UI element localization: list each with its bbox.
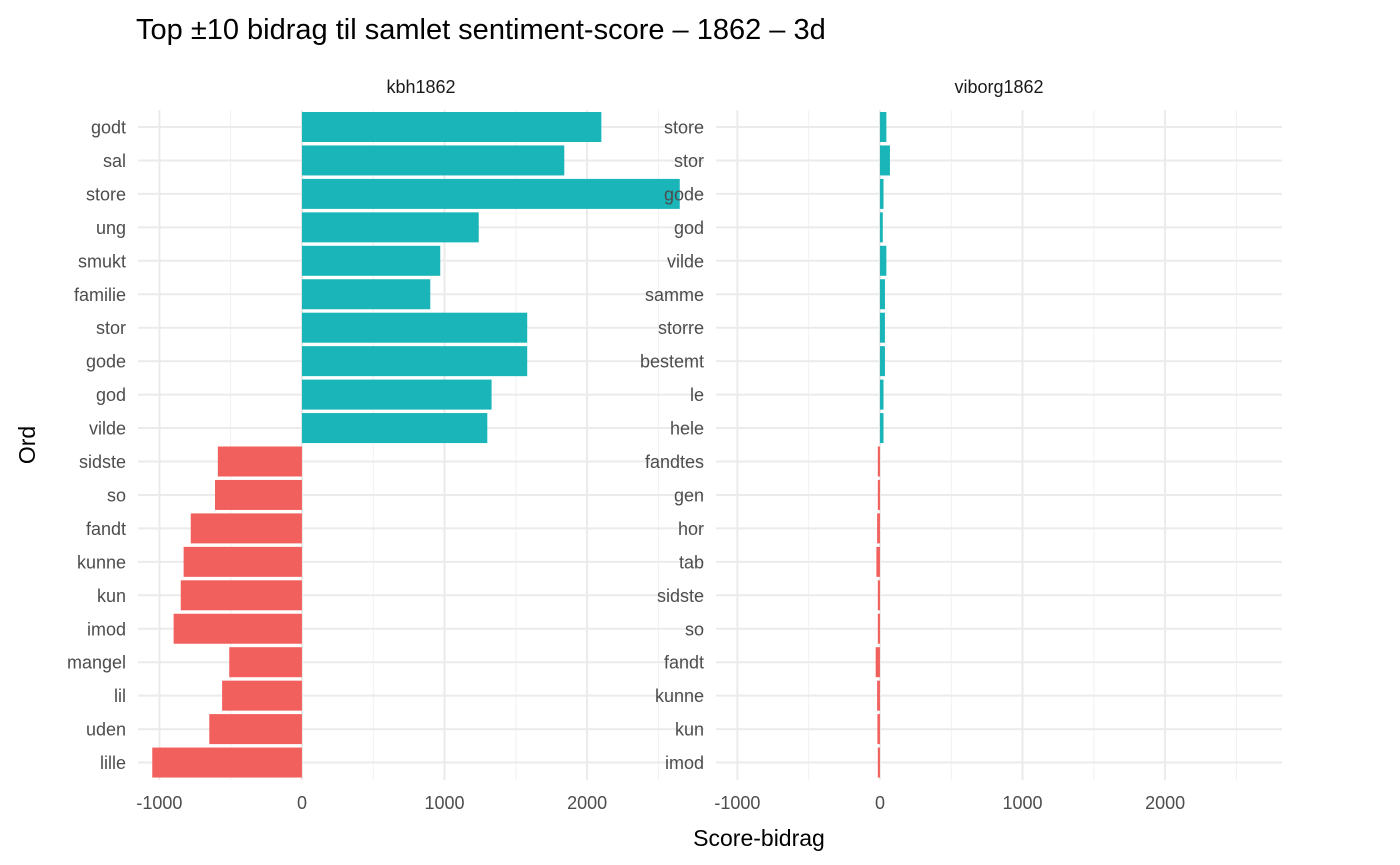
bar bbox=[876, 546, 880, 577]
bar bbox=[877, 479, 880, 510]
bar bbox=[190, 513, 302, 544]
category-label: fandt bbox=[664, 653, 704, 673]
category-label: hele bbox=[670, 419, 704, 439]
bar bbox=[877, 680, 880, 711]
x-axis-title: Score-bidrag bbox=[693, 825, 825, 851]
bar bbox=[173, 613, 302, 644]
y-axis-title: Ord bbox=[14, 426, 40, 464]
bar bbox=[214, 479, 302, 510]
bar bbox=[301, 212, 479, 243]
bar bbox=[879, 312, 885, 343]
category-label: god bbox=[674, 218, 704, 238]
category-label: kunne bbox=[77, 552, 126, 572]
bar bbox=[879, 413, 884, 444]
bar bbox=[877, 747, 880, 778]
category-label: sal bbox=[103, 151, 126, 171]
bar bbox=[879, 112, 887, 142]
category-label: store bbox=[664, 118, 704, 138]
bar bbox=[217, 446, 302, 477]
category-label: gen bbox=[674, 485, 704, 505]
category-label: vilde bbox=[89, 419, 126, 439]
bar bbox=[229, 647, 302, 678]
bar bbox=[183, 546, 302, 577]
category-label: so bbox=[685, 619, 704, 639]
bar bbox=[877, 513, 880, 544]
bar bbox=[877, 613, 880, 644]
x-tick-label: 2000 bbox=[1145, 793, 1185, 813]
category-label: samme bbox=[645, 285, 704, 305]
bar bbox=[875, 647, 880, 678]
panel-kbh1862: kbh1862 godt sal store ung smukt familie stor go… bbox=[67, 77, 704, 813]
bar bbox=[879, 346, 885, 377]
bar bbox=[879, 145, 890, 176]
category-label: sidste bbox=[657, 586, 704, 606]
bar bbox=[301, 312, 528, 343]
bar bbox=[879, 279, 885, 310]
category-label: god bbox=[96, 385, 126, 405]
category-label: store bbox=[86, 184, 126, 204]
category-label: lille bbox=[100, 753, 126, 773]
bar bbox=[879, 178, 884, 209]
category-label: hor bbox=[678, 519, 704, 539]
category-label: sidste bbox=[79, 452, 126, 472]
category-label: godt bbox=[91, 118, 126, 138]
bar bbox=[879, 379, 884, 410]
category-label: kun bbox=[97, 586, 126, 606]
panel-viborg1862: viborg1862 store stor gode god vilde samme stor… bbox=[640, 77, 1282, 813]
category-label: mangel bbox=[67, 653, 126, 673]
bar bbox=[301, 346, 528, 377]
x-tick-label: 1000 bbox=[1003, 793, 1043, 813]
category-label: vilde bbox=[667, 251, 704, 271]
category-label: gode bbox=[664, 184, 704, 204]
bar bbox=[301, 145, 565, 176]
bar bbox=[877, 446, 880, 477]
category-label: fandt bbox=[86, 519, 126, 539]
category-label: kunne bbox=[655, 686, 704, 706]
x-tick-label: 2000 bbox=[567, 793, 607, 813]
x-tick-label: 0 bbox=[297, 793, 307, 813]
category-label: tab bbox=[679, 552, 704, 572]
bar bbox=[301, 279, 431, 310]
bar bbox=[877, 714, 880, 745]
bar bbox=[879, 245, 887, 276]
category-label: bestemt bbox=[640, 352, 704, 372]
panel-label: viborg1862 bbox=[954, 77, 1043, 97]
bar bbox=[222, 680, 302, 711]
bar bbox=[877, 580, 880, 611]
bar bbox=[301, 245, 441, 276]
x-tick-label: 0 bbox=[875, 793, 885, 813]
panel-label: kbh1862 bbox=[386, 77, 455, 97]
chart-title: Top ±10 bidrag til samlet sentiment-scor… bbox=[136, 14, 826, 46]
category-label: uden bbox=[86, 720, 126, 740]
bar bbox=[152, 747, 302, 778]
category-label: so bbox=[107, 485, 126, 505]
category-label: fandtes bbox=[645, 452, 704, 472]
bar bbox=[301, 178, 680, 209]
category-label: gode bbox=[86, 352, 126, 372]
category-label: le bbox=[690, 385, 704, 405]
category-label: stor bbox=[674, 151, 704, 171]
category-label: ung bbox=[96, 218, 126, 238]
bar bbox=[301, 112, 602, 142]
category-label: familie bbox=[74, 285, 126, 305]
category-label: lil bbox=[114, 686, 126, 706]
category-label: smukt bbox=[78, 251, 126, 271]
x-tick-label: -1000 bbox=[136, 793, 182, 813]
bar bbox=[180, 580, 302, 611]
bar bbox=[301, 379, 492, 410]
category-label: kun bbox=[675, 720, 704, 740]
x-tick-label: 1000 bbox=[425, 793, 465, 813]
category-label: storre bbox=[658, 318, 704, 338]
bar bbox=[879, 212, 883, 243]
bar bbox=[301, 413, 488, 444]
category-label: stor bbox=[96, 318, 126, 338]
chart-panels: kbh1862 godt sal store ung smukt familie stor go… bbox=[67, 77, 1282, 813]
category-label: imod bbox=[665, 753, 704, 773]
category-label: imod bbox=[87, 619, 126, 639]
x-tick-label: -1000 bbox=[714, 793, 760, 813]
bar bbox=[209, 714, 302, 745]
